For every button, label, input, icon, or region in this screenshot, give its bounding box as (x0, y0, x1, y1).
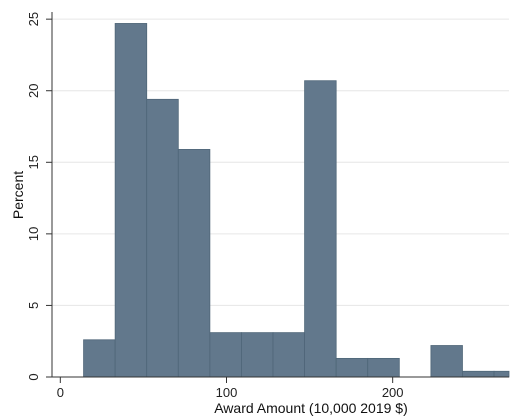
x-tick-label: 100 (216, 385, 238, 400)
x-axis-label: Award Amount (10,000 2019 $) (214, 400, 408, 416)
x-tick-label: 200 (382, 385, 404, 400)
x-tick-label: 0 (57, 385, 64, 400)
histogram-bar (493, 370, 510, 378)
histogram-bar (430, 345, 463, 378)
histogram-bar (83, 339, 116, 378)
y-tick-label: 20 (26, 83, 41, 97)
y-tick-label: 15 (26, 155, 41, 169)
histogram-bar (114, 23, 148, 378)
histogram-bar (304, 80, 337, 378)
histogram-bar (335, 357, 369, 378)
histogram-bar (146, 98, 179, 378)
histogram-bar (209, 332, 242, 378)
histogram-bar (272, 332, 305, 378)
y-tick-label: 5 (26, 302, 41, 309)
histogram-bar (462, 370, 495, 378)
histogram-bars (83, 23, 510, 378)
axes (51, 12, 509, 378)
y-tick-label: 25 (26, 12, 41, 26)
histogram-bar (241, 332, 274, 378)
y-tick-label: 10 (26, 227, 41, 241)
histogram-bar (177, 149, 211, 378)
y-tick-label: 0 (26, 373, 41, 380)
histogram-bar (367, 357, 400, 378)
y-axis-label: Percent (10, 171, 26, 219)
axis-ticks: 0 5 10 15 20 25 0 100 200 (26, 12, 404, 400)
